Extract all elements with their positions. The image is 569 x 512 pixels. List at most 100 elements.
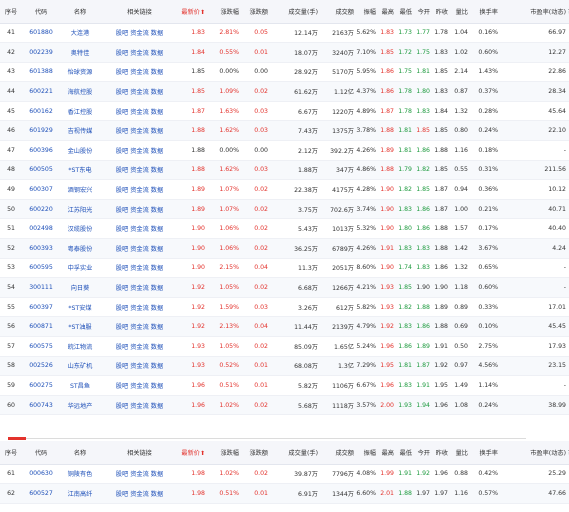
header-low[interactable]: 最低 <box>396 441 414 465</box>
guba-link[interactable]: 股吧 <box>115 69 129 77</box>
fund-flow-link[interactable]: 资金流 <box>130 265 149 273</box>
stock-name-value[interactable]: 奥特佳 <box>70 49 90 57</box>
stock-code-value[interactable]: 300111 <box>29 284 53 292</box>
stock-name-value[interactable]: 向日葵 <box>70 285 90 293</box>
data-link[interactable]: 数据 <box>150 206 164 214</box>
header-vol-ratio[interactable]: 量比 <box>450 441 470 465</box>
table-row[interactable]: 53 600595 中孚实业 股吧 资金流 数据 1.90 2.15% 0.04 11.3万 205… <box>0 258 569 279</box>
table-row[interactable]: 61 000630 铜陵有色 股吧 资金流 数据 1.98 1.02% 0.02 39.87万 77… <box>0 464 569 485</box>
fund-flow-link[interactable]: 资金流 <box>130 245 149 253</box>
stock-code[interactable]: 600307 <box>22 179 60 200</box>
header-volume[interactable]: 成交量(手) <box>270 441 320 465</box>
stock-code[interactable]: 600220 <box>22 199 60 220</box>
stock-name-value[interactable]: *ST东电 <box>68 167 92 175</box>
table-row[interactable]: 44 600221 海航控股 股吧 资金流 数据 1.85 1.09% 0.02 61.62万 1.… <box>0 81 569 102</box>
data-link[interactable]: 数据 <box>150 187 164 195</box>
data-link[interactable]: 数据 <box>150 402 164 410</box>
fund-flow-link[interactable]: 资金流 <box>130 147 149 155</box>
header-price[interactable]: 最新价⬆ <box>179 0 207 24</box>
guba-link[interactable]: 股吧 <box>115 402 129 410</box>
stock-code-value[interactable]: 600162 <box>29 107 53 115</box>
table-row[interactable]: 60 600743 华远地产 股吧 资金流 数据 1.96 1.02% 0.02 5.68万 111… <box>0 395 569 416</box>
stock-name[interactable]: 大连港 <box>60 23 100 44</box>
stock-code[interactable]: 600527 <box>22 483 60 504</box>
stock-code[interactable]: 600505 <box>22 160 60 181</box>
stock-name-value[interactable]: 大连港 <box>70 30 90 38</box>
stock-code[interactable]: 600397 <box>22 297 60 318</box>
stock-code-value[interactable]: 600505 <box>29 166 53 174</box>
stock-code[interactable]: 600221 <box>22 81 60 102</box>
fund-flow-link[interactable]: 资金流 <box>130 206 149 214</box>
data-link[interactable]: 数据 <box>150 89 164 97</box>
guba-link[interactable]: 股吧 <box>115 226 129 234</box>
stock-name[interactable]: 向日葵 <box>60 277 100 298</box>
stock-name-value[interactable]: 中孚实业 <box>67 265 93 273</box>
stock-name-value[interactable]: 酒钢宏兴 <box>67 187 93 195</box>
stock-name[interactable]: 皖江物流 <box>60 336 100 357</box>
header-turnover-rate[interactable]: 换手率 <box>470 441 500 465</box>
table-row[interactable]: 47 600396 金山股份 股吧 资金流 数据 1.88 0.00% 0.00 2.12万 392… <box>0 140 569 161</box>
data-link[interactable]: 数据 <box>150 304 164 312</box>
data-link[interactable]: 数据 <box>150 363 164 371</box>
stock-code[interactable]: 600595 <box>22 258 60 279</box>
stock-name-value[interactable]: 铜陵有色 <box>67 471 93 479</box>
guba-link[interactable]: 股吧 <box>115 363 129 371</box>
table-row[interactable]: 46 601929 吉视传媒 股吧 资金流 数据 1.88 1.62% 0.03 7.43万 137… <box>0 120 569 142</box>
guba-link[interactable]: 股吧 <box>115 490 129 498</box>
stock-name[interactable]: 江南高纤 <box>60 483 100 504</box>
stock-name[interactable]: 吉视传媒 <box>60 120 100 142</box>
header-pe[interactable]: 市盈率(动态) <box>500 0 568 24</box>
data-link[interactable]: 数据 <box>150 343 164 351</box>
stock-name[interactable]: 酒钢宏兴 <box>60 179 100 200</box>
table-row[interactable]: 58 002526 山东矿机 股吧 资金流 数据 1.93 0.52% 0.01 68.08万 1.… <box>0 356 569 377</box>
guba-link[interactable]: 股吧 <box>115 89 129 97</box>
header-change-amt[interactable]: 涨跌额 <box>241 441 270 465</box>
stock-name[interactable]: 华远地产 <box>60 395 100 416</box>
header-open[interactable]: 今开 <box>414 441 432 465</box>
stock-code-value[interactable]: 600527 <box>29 489 53 497</box>
stock-code[interactable]: 002239 <box>22 42 60 63</box>
stock-name[interactable]: 山东矿机 <box>60 356 100 377</box>
table-row[interactable]: 55 600397 *ST安煤 股吧 资金流 数据 1.92 1.59% 0.03 3.26万 61… <box>0 297 569 318</box>
fund-flow-link[interactable]: 资金流 <box>130 167 149 175</box>
stock-code[interactable]: 002526 <box>22 356 60 377</box>
fund-flow-link[interactable]: 资金流 <box>130 382 149 390</box>
stock-code-value[interactable]: 600393 <box>29 244 53 252</box>
stock-name-value[interactable]: *ST油服 <box>68 324 92 332</box>
table-row[interactable]: 45 600162 香江控股 股吧 资金流 数据 1.87 1.63% 0.03 6.67万 122… <box>0 101 569 122</box>
stock-name-value[interactable]: 汉缆股份 <box>67 226 93 234</box>
stock-code[interactable]: 600871 <box>22 316 60 337</box>
stock-name-value[interactable]: 江南高纤 <box>67 490 93 498</box>
stock-name-value[interactable]: 华远地产 <box>67 402 93 410</box>
fund-flow-link[interactable]: 资金流 <box>130 471 149 479</box>
stock-code[interactable]: 000630 <box>22 464 60 485</box>
stock-name[interactable]: *ST安煤 <box>60 297 100 318</box>
stock-code-value[interactable]: 002498 <box>29 225 53 233</box>
guba-link[interactable]: 股吧 <box>115 128 129 136</box>
stock-name-value[interactable]: 金山股份 <box>67 147 93 155</box>
stock-name-value[interactable]: 粤泰股份 <box>67 245 93 253</box>
table-row[interactable]: 51 002498 汉缆股份 股吧 资金流 数据 1.90 1.06% 0.02 5.43万 101… <box>0 218 569 240</box>
fund-flow-link[interactable]: 资金流 <box>130 49 149 57</box>
stock-code[interactable]: 300111 <box>22 277 60 298</box>
stock-code[interactable]: 600743 <box>22 395 60 416</box>
stock-code-value[interactable]: 600595 <box>29 264 53 272</box>
stock-code-value[interactable]: 600871 <box>29 323 53 331</box>
stock-name-value[interactable]: 江苏阳光 <box>67 206 93 214</box>
header-amplitude[interactable]: 振幅 <box>356 441 378 465</box>
stock-name[interactable]: 铜陵有色 <box>60 464 100 485</box>
stock-name[interactable]: 中孚实业 <box>60 258 100 279</box>
table-row[interactable]: 43 601388 怡球资源 股吧 资金流 数据 1.85 0.00% 0.00 28.92万 51… <box>0 62 569 83</box>
table-row[interactable]: 41 601880 大连港 股吧 资金流 数据 1.83 2.81% 0.05 12.14万 216… <box>0 23 569 44</box>
data-link[interactable]: 数据 <box>150 324 164 332</box>
fund-flow-link[interactable]: 资金流 <box>130 402 149 410</box>
header-volume[interactable]: 成交量(手) <box>270 0 320 24</box>
guba-link[interactable]: 股吧 <box>115 245 129 253</box>
guba-link[interactable]: 股吧 <box>115 285 129 293</box>
stock-name-value[interactable]: *ST安煤 <box>68 304 92 312</box>
header-name[interactable]: 名称 <box>60 0 100 24</box>
header-turnover-value[interactable]: 成交额 <box>320 441 356 465</box>
data-link[interactable]: 数据 <box>150 265 164 273</box>
table-row[interactable]: 56 600871 *ST油服 股吧 资金流 数据 1.92 2.13% 0.04 11.44万 2… <box>0 316 569 337</box>
fund-flow-link[interactable]: 资金流 <box>130 490 149 498</box>
